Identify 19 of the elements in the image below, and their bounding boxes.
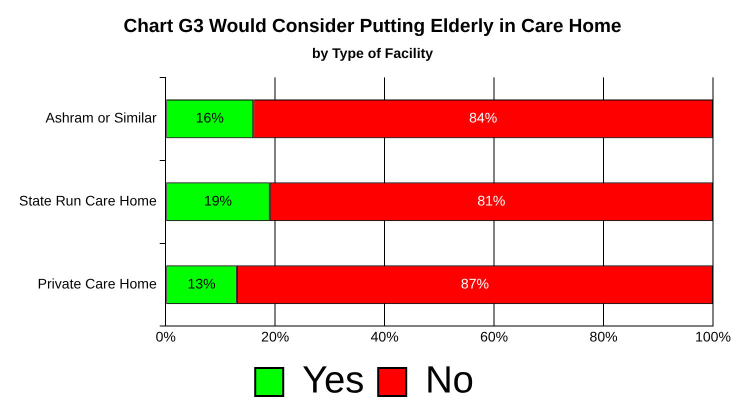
x-tick-label: 100%: [695, 328, 731, 344]
y-tick-label: Ashram or Similar: [45, 110, 158, 126]
data-label: 13%: [188, 276, 216, 292]
data-label: 84%: [469, 110, 498, 126]
x-tick-label: 80%: [590, 328, 618, 344]
chart-subtitle: by Type of Facility: [312, 45, 434, 61]
data-label: 19%: [204, 192, 232, 209]
chart-title: Chart G3 Would Consider Putting Elderly in Care Home: [124, 16, 622, 37]
data-label: 81%: [477, 192, 506, 209]
legend-label: No: [425, 359, 474, 402]
y-tick-label: Private Care Home: [38, 276, 157, 292]
x-tick-label: 40%: [370, 328, 399, 344]
y-tick-label: State Run Care Home: [18, 192, 157, 209]
x-tick-label: 0%: [156, 328, 176, 344]
x-tick-label: 60%: [480, 328, 508, 344]
legend-label: Yes: [302, 359, 364, 402]
data-label: 16%: [196, 110, 224, 126]
data-label: 87%: [460, 276, 489, 292]
x-tick-label: 20%: [261, 328, 290, 344]
